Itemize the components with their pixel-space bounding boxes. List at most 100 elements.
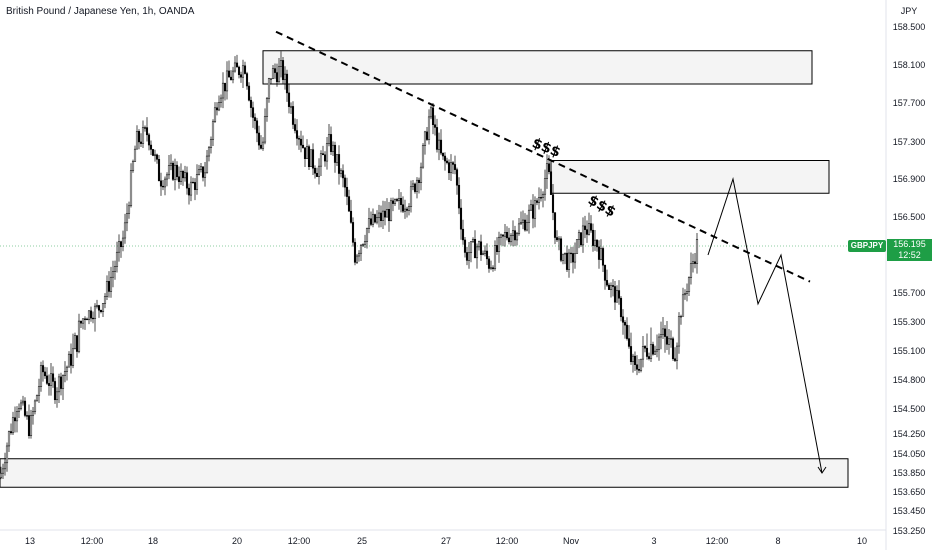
candle-body <box>653 350 657 355</box>
candle-body <box>197 169 201 175</box>
candle-body <box>501 234 505 237</box>
candle-body <box>381 210 385 221</box>
time-axis[interactable]: 13 12:00 18 20 12:00 25 27 12:00 Nov 3 12:00 8 10 <box>25 536 867 546</box>
price-tick-label: 154.500 <box>893 404 926 414</box>
candle-body <box>491 267 495 269</box>
supply-demand-zones[interactable] <box>0 50 849 488</box>
candle-body <box>495 245 499 252</box>
candle-body <box>209 139 213 148</box>
candle-body <box>27 415 31 436</box>
candle-body <box>667 338 671 345</box>
time-tick-label: 12:00 <box>496 536 519 546</box>
candle-body <box>455 169 459 186</box>
candle-body <box>347 196 351 212</box>
candle-body <box>333 144 337 163</box>
candle-body <box>273 68 277 73</box>
candle-body <box>281 60 285 80</box>
candle-body <box>99 309 103 312</box>
candle-body <box>323 154 327 162</box>
candle-body <box>231 70 235 81</box>
candle-body <box>435 127 439 150</box>
zone-box[interactable] <box>0 458 849 488</box>
zone-box[interactable] <box>550 160 830 194</box>
candle-body <box>441 152 445 157</box>
candle-body <box>607 284 611 290</box>
candle-body <box>687 277 691 292</box>
candle-body <box>427 116 431 140</box>
price-tick-label: 154.250 <box>893 429 926 439</box>
candle-body <box>85 318 89 321</box>
candle-body <box>449 162 453 174</box>
candle-body <box>637 369 641 371</box>
price-tick-label: 155.300 <box>893 317 926 327</box>
candle-body <box>293 124 297 131</box>
candle-body <box>341 170 345 179</box>
candle-body <box>175 164 179 178</box>
candle-body <box>439 139 443 154</box>
candle-body <box>265 97 269 117</box>
candle-body <box>655 349 659 352</box>
candle-body <box>117 241 121 253</box>
candle-body <box>627 338 631 347</box>
candle-body <box>403 208 407 212</box>
candle-body <box>51 373 55 382</box>
price-tick-label: 154.800 <box>893 375 926 385</box>
chart-title: British Pound / Japanese Yen, 1h, OANDA <box>6 6 195 17</box>
candle-body <box>631 355 635 363</box>
candle-body <box>629 346 633 363</box>
candle-body <box>621 316 625 323</box>
time-tick-label: 20 <box>232 536 242 546</box>
zone-box[interactable] <box>262 50 813 85</box>
candle-body <box>571 253 575 263</box>
candle-body <box>675 345 679 361</box>
candle-body <box>659 334 663 338</box>
candle-body <box>359 244 363 254</box>
candle-body <box>395 199 399 201</box>
candle-body <box>383 210 387 218</box>
candle-body <box>1 468 5 474</box>
candle-body <box>459 207 463 230</box>
candle-body <box>271 68 275 79</box>
candle-body <box>131 161 135 171</box>
trendline-dashed[interactable] <box>275 30 811 283</box>
time-tick-label: 10 <box>857 536 867 546</box>
candle-body <box>575 239 579 254</box>
candle-body <box>267 78 271 99</box>
candle-body <box>97 305 101 311</box>
candle-body <box>233 62 237 72</box>
candle-body <box>493 245 497 269</box>
candle-body <box>469 241 473 253</box>
candle-body <box>419 166 423 183</box>
candle-body <box>35 395 39 402</box>
candle-body <box>123 222 127 239</box>
candle-body <box>129 170 133 207</box>
candle-body <box>23 400 27 416</box>
price-tick-label: 153.850 <box>893 468 926 478</box>
trendline[interactable] <box>275 30 811 283</box>
candle-body <box>587 223 591 235</box>
price-tick-label: 158.100 <box>893 60 926 70</box>
candle-body <box>301 144 305 148</box>
candle-body <box>527 209 531 223</box>
candle-body <box>47 383 51 386</box>
price-axis[interactable]: 158.500 158.100 157.700 157.300 156.900 156.5… <box>893 22 926 536</box>
candle-body <box>275 72 279 83</box>
candle-body <box>473 239 477 259</box>
projection-line[interactable] <box>707 177 823 474</box>
candle-body <box>671 338 675 359</box>
time-tick-label: 12:00 <box>706 536 729 546</box>
candle-body <box>21 400 25 404</box>
candle-body <box>239 74 243 78</box>
candle-body <box>321 153 325 156</box>
candle-body <box>111 271 115 278</box>
candle-body <box>283 73 287 80</box>
candle-body <box>389 200 393 221</box>
candle-body <box>355 255 359 263</box>
candle-body <box>299 138 303 146</box>
candle-body <box>679 316 683 318</box>
projection-path[interactable] <box>707 177 827 474</box>
candle-body <box>609 285 613 290</box>
candle-body <box>519 221 523 225</box>
candle-body <box>335 154 339 163</box>
